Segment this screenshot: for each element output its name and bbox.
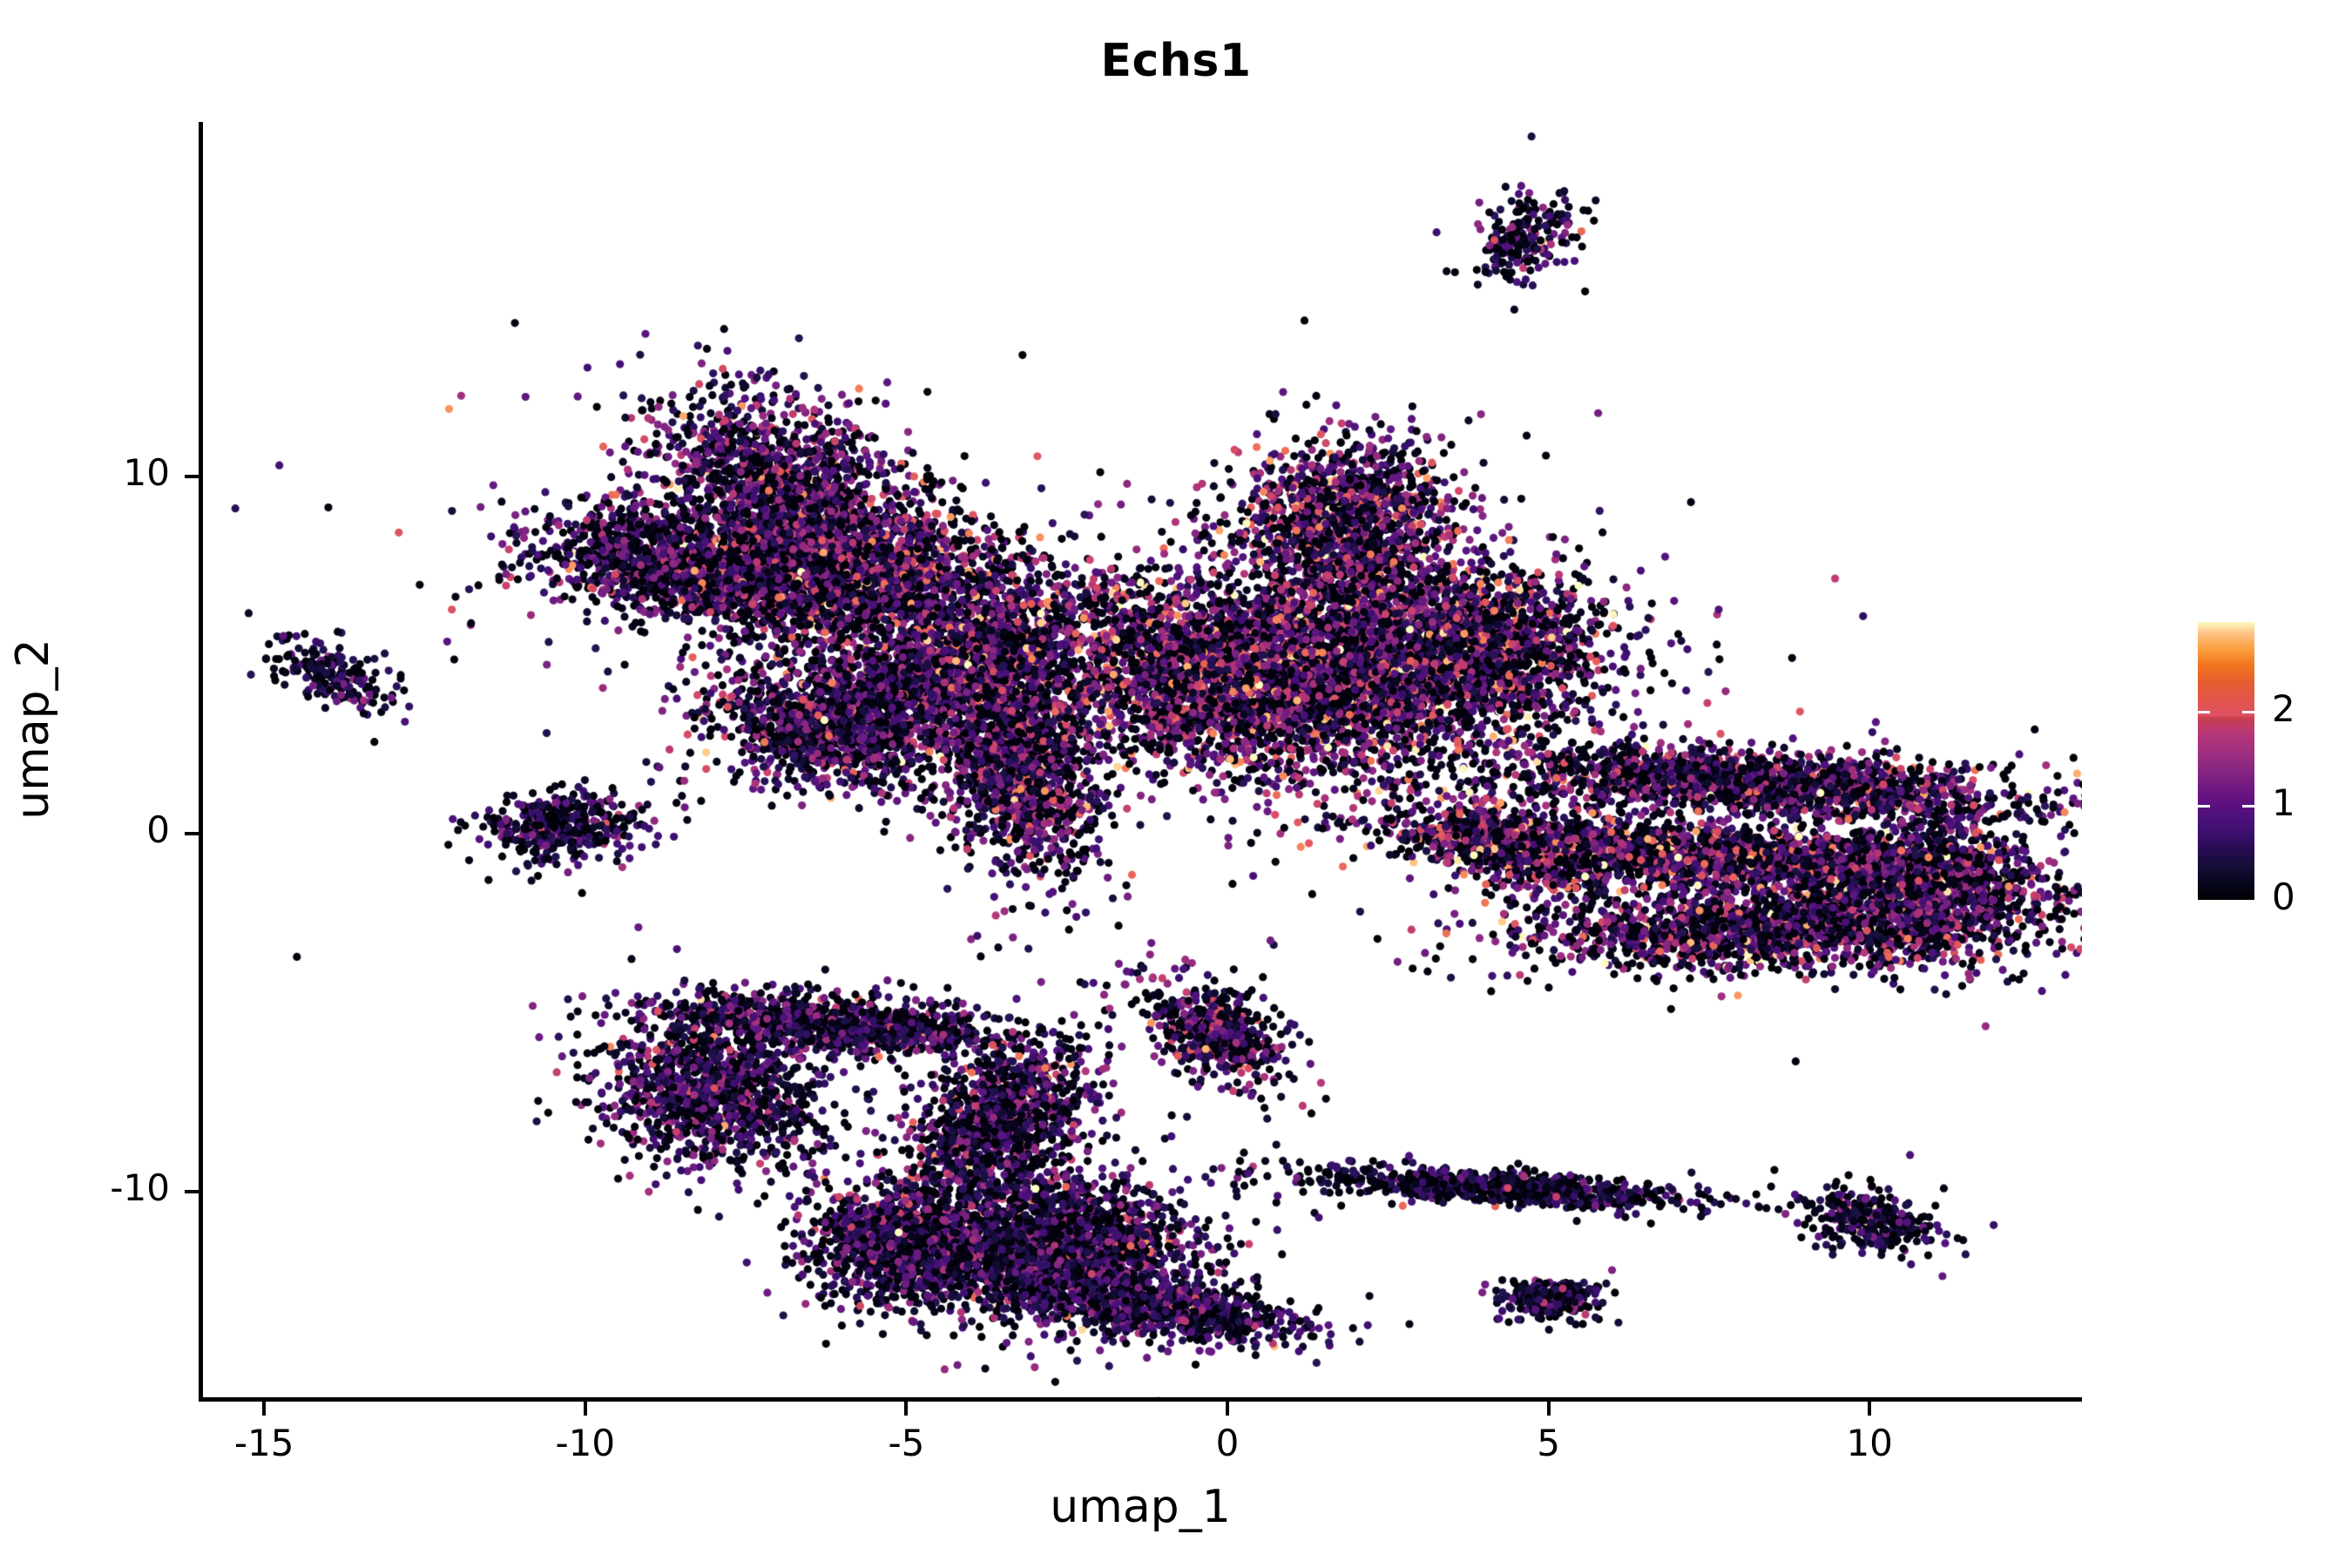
x-tick-mark	[904, 1402, 909, 1416]
x-tick-label: 0	[1215, 1422, 1240, 1464]
y-tick-mark	[185, 474, 199, 478]
colorbar-tick-mark	[2198, 804, 2210, 808]
x-tick-label: 5	[1537, 1422, 1560, 1464]
x-tick-label: 10	[1846, 1422, 1893, 1464]
colorbar-tick-mark	[2198, 710, 2210, 713]
x-tick-mark	[1546, 1402, 1551, 1416]
y-tick-label: 10	[123, 450, 170, 494]
x-axis-label: umap_1	[1050, 1481, 1231, 1533]
x-tick-mark	[262, 1402, 267, 1416]
scatter-plot-area[interactable]	[199, 122, 2082, 1399]
colorbar-tick-mark	[2242, 710, 2254, 713]
page-title: Echs1	[1100, 35, 1252, 87]
y-tick-label: 0	[146, 808, 170, 851]
scatter-canvas[interactable]	[199, 122, 2082, 1399]
colorbar-tick-label: 1	[2272, 781, 2295, 824]
colorbar-gradient[interactable]	[2198, 622, 2254, 900]
x-tick-label: -5	[888, 1422, 925, 1464]
colorbar-tick-label: 2	[2272, 686, 2295, 730]
x-tick-label: -15	[233, 1422, 294, 1464]
x-tick-mark	[583, 1402, 587, 1416]
y-tick-mark	[185, 832, 199, 835]
y-axis-label: umap_2	[7, 639, 59, 820]
y-tick-label: -10	[110, 1166, 170, 1209]
y-axis-spine	[199, 122, 203, 1402]
colorbar-tick-mark	[2242, 804, 2254, 808]
colorbar-tick-label: 0	[2272, 875, 2295, 918]
x-axis-spine	[199, 1397, 2082, 1402]
x-tick-mark	[1226, 1402, 1229, 1416]
x-tick-label: -10	[555, 1422, 616, 1464]
x-tick-mark	[1868, 1402, 1872, 1416]
y-tick-mark	[185, 1189, 199, 1193]
